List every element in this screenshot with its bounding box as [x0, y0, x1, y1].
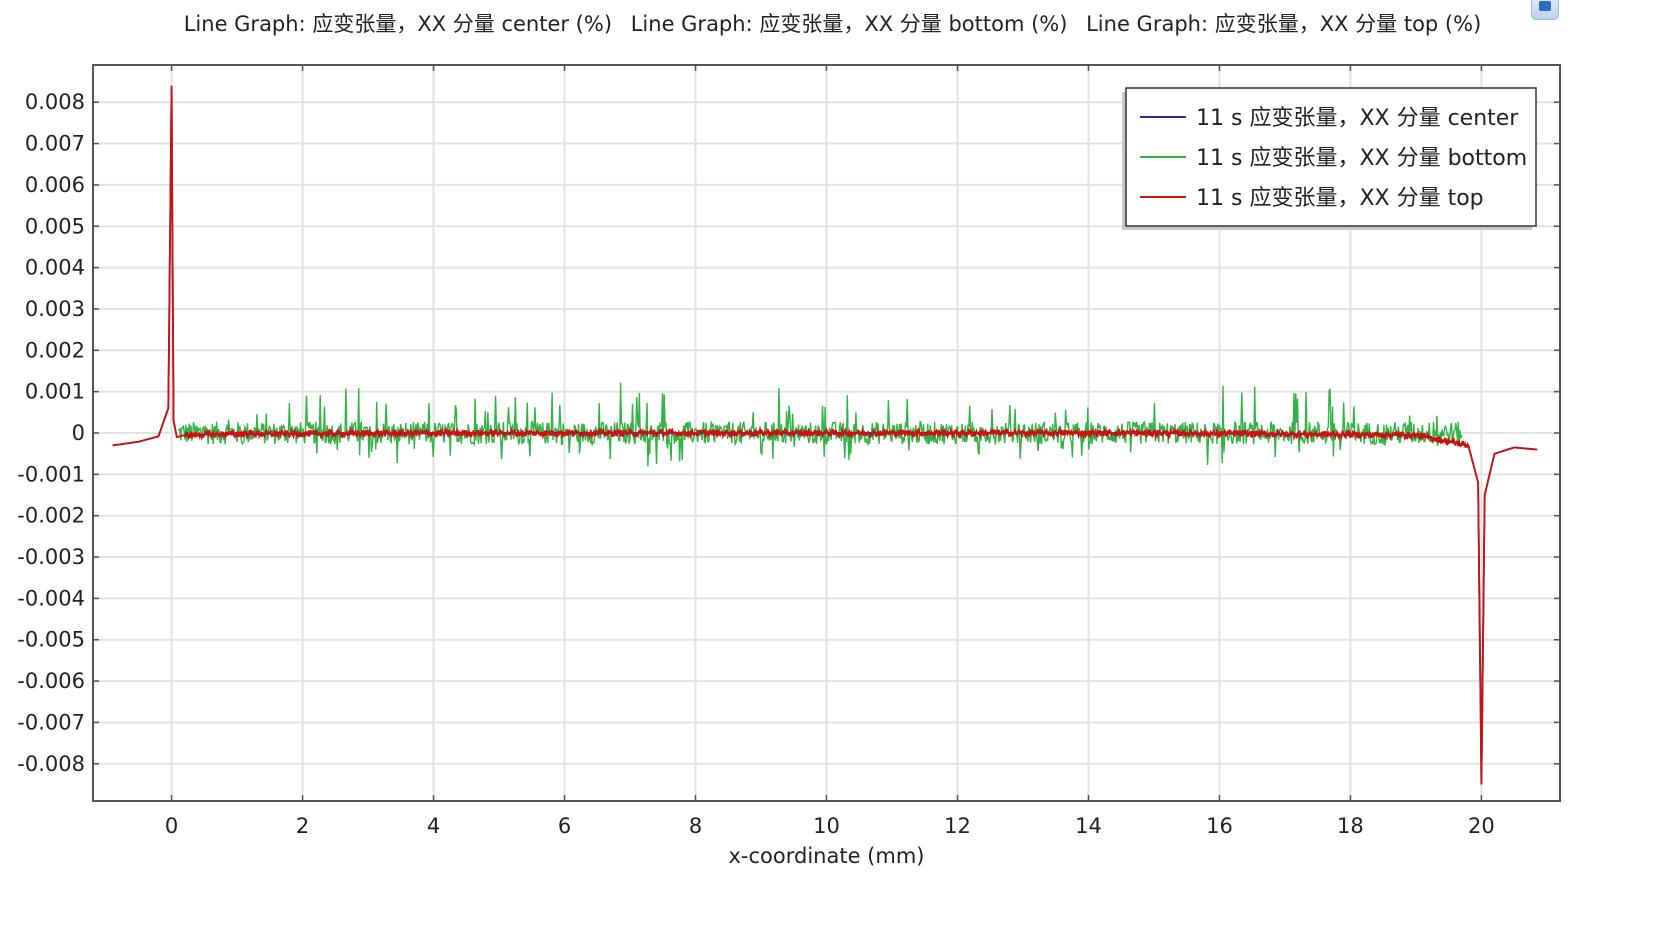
y-tick-label: 0.007 — [25, 132, 85, 156]
x-tick-label: 0 — [165, 814, 178, 838]
x-tick-label: 16 — [1206, 814, 1233, 838]
legend-entry: 11 s 应变张量，XX 分量 center — [1196, 106, 1519, 131]
x-tick-label: 18 — [1337, 814, 1364, 838]
legend-box — [1125, 87, 1537, 227]
y-tick-label: 0.008 — [25, 90, 85, 114]
y-tick-label: 0.001 — [25, 380, 85, 404]
x-tick-label: 2 — [296, 814, 309, 838]
series-line — [112, 85, 1538, 785]
x-tick-label: 14 — [1075, 814, 1102, 838]
x-tick-label: 10 — [813, 814, 840, 838]
y-tick-label: 0.002 — [25, 338, 85, 362]
y-tick-label: 0.006 — [25, 173, 85, 197]
y-tick-label: 0.004 — [25, 256, 85, 280]
legend-entry: 11 s 应变张量，XX 分量 top — [1196, 186, 1484, 211]
y-tick-label: -0.005 — [17, 628, 85, 652]
window-corner-icon[interactable] — [1531, 0, 1559, 20]
legend: 11 s 应变张量，XX 分量 center 11 s 应变张量，XX 分量 bo… — [1122, 87, 1537, 230]
x-tick-label: 20 — [1468, 814, 1495, 838]
x-tick-label: 8 — [689, 814, 702, 838]
y-tick-label: -0.006 — [17, 669, 85, 693]
y-tick-label: -0.004 — [17, 586, 85, 610]
y-tick-label: -0.008 — [17, 752, 85, 776]
series-line — [177, 382, 1463, 467]
x-tick-label: 12 — [944, 814, 971, 838]
x-tick-label: 6 — [558, 814, 571, 838]
axis-ticks: 0 2 4 6 8 10 12 14 16 18 20 0.008 0.007 0.006 0.005 0.0… — [17, 65, 1560, 838]
y-tick-label: -0.001 — [17, 462, 85, 486]
legend-entry: 11 s 应变张量，XX 分量 bottom — [1196, 146, 1527, 171]
title-part-bottom: Line Graph: 应变张量，XX 分量 bottom (%) — [630, 12, 1068, 36]
y-tick-label: 0.005 — [25, 214, 85, 238]
y-tick-label: -0.003 — [17, 545, 85, 569]
chart-title: Line Graph: 应变张量，XX 分量 center (%) Line G… — [0, 8, 1665, 38]
title-part-center: Line Graph: 应变张量，XX 分量 center (%) — [183, 12, 613, 36]
y-tick-label: 0 — [72, 421, 85, 445]
series-lines — [112, 85, 1538, 785]
y-tick-label: 0.003 — [25, 297, 85, 321]
y-tick-label: -0.007 — [17, 710, 85, 734]
x-axis-title: x-coordinate (mm) — [729, 844, 925, 868]
x-tick-label: 4 — [427, 814, 440, 838]
y-tick-label: -0.002 — [17, 504, 85, 528]
title-part-top: Line Graph: 应变张量，XX 分量 top (%) — [1086, 12, 1482, 36]
